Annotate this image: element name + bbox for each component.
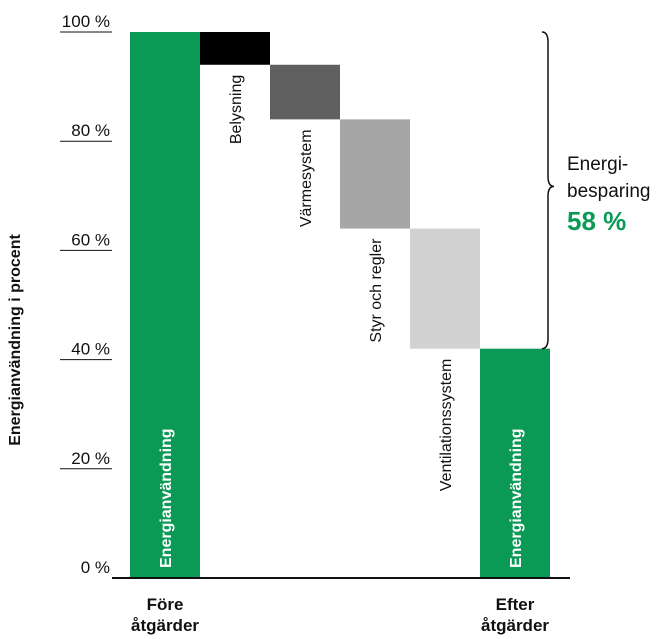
savings-label-line2: besparing: [567, 181, 650, 202]
y-axis-label: Energianvändning i procent: [7, 234, 24, 446]
bar-step-label: Styr och regler: [368, 238, 385, 343]
bar: [200, 32, 270, 65]
bar: [270, 64, 340, 120]
y-gridlines: [60, 31, 112, 470]
bar-step-label: Ventilationssystem: [438, 359, 455, 492]
y-tick-label: 80 %: [71, 121, 110, 140]
bar-inner-label: Energianvändning: [158, 428, 175, 568]
bar: [130, 32, 200, 578]
y-tick-label: 20 %: [71, 449, 110, 468]
y-tick-label: 60 %: [71, 230, 110, 249]
bars: [130, 32, 550, 578]
bar-step-label: Belysning: [228, 75, 245, 144]
savings-brace: [541, 31, 555, 350]
x-category-label-line1: Före: [147, 595, 184, 614]
savings-label-line1: Energi-: [567, 154, 628, 175]
bar-inner-label: Energianvändning: [508, 428, 525, 568]
x-category-label-line2: åtgärder: [131, 616, 199, 635]
savings-value: 58 %: [567, 206, 626, 236]
bar: [340, 119, 410, 229]
y-tick-label: 40 %: [71, 340, 110, 359]
x-category-labels: Före åtgärder Efter åtgärder: [131, 595, 549, 635]
x-category-label-line2: åtgärder: [481, 616, 549, 635]
bar-labels: Energianvändning Belysning Värmesystem Styr…: [158, 75, 525, 568]
x-category-label-line1: Efter: [496, 595, 535, 614]
y-tick-label: 100 %: [62, 12, 110, 31]
bar: [480, 348, 550, 578]
y-tick-label: 0 %: [81, 558, 110, 577]
bar-step-label: Värmesystem: [298, 129, 315, 227]
bar: [410, 228, 480, 349]
y-tick-labels: 0 % 20 % 40 % 60 % 80 % 100 %: [62, 12, 110, 577]
